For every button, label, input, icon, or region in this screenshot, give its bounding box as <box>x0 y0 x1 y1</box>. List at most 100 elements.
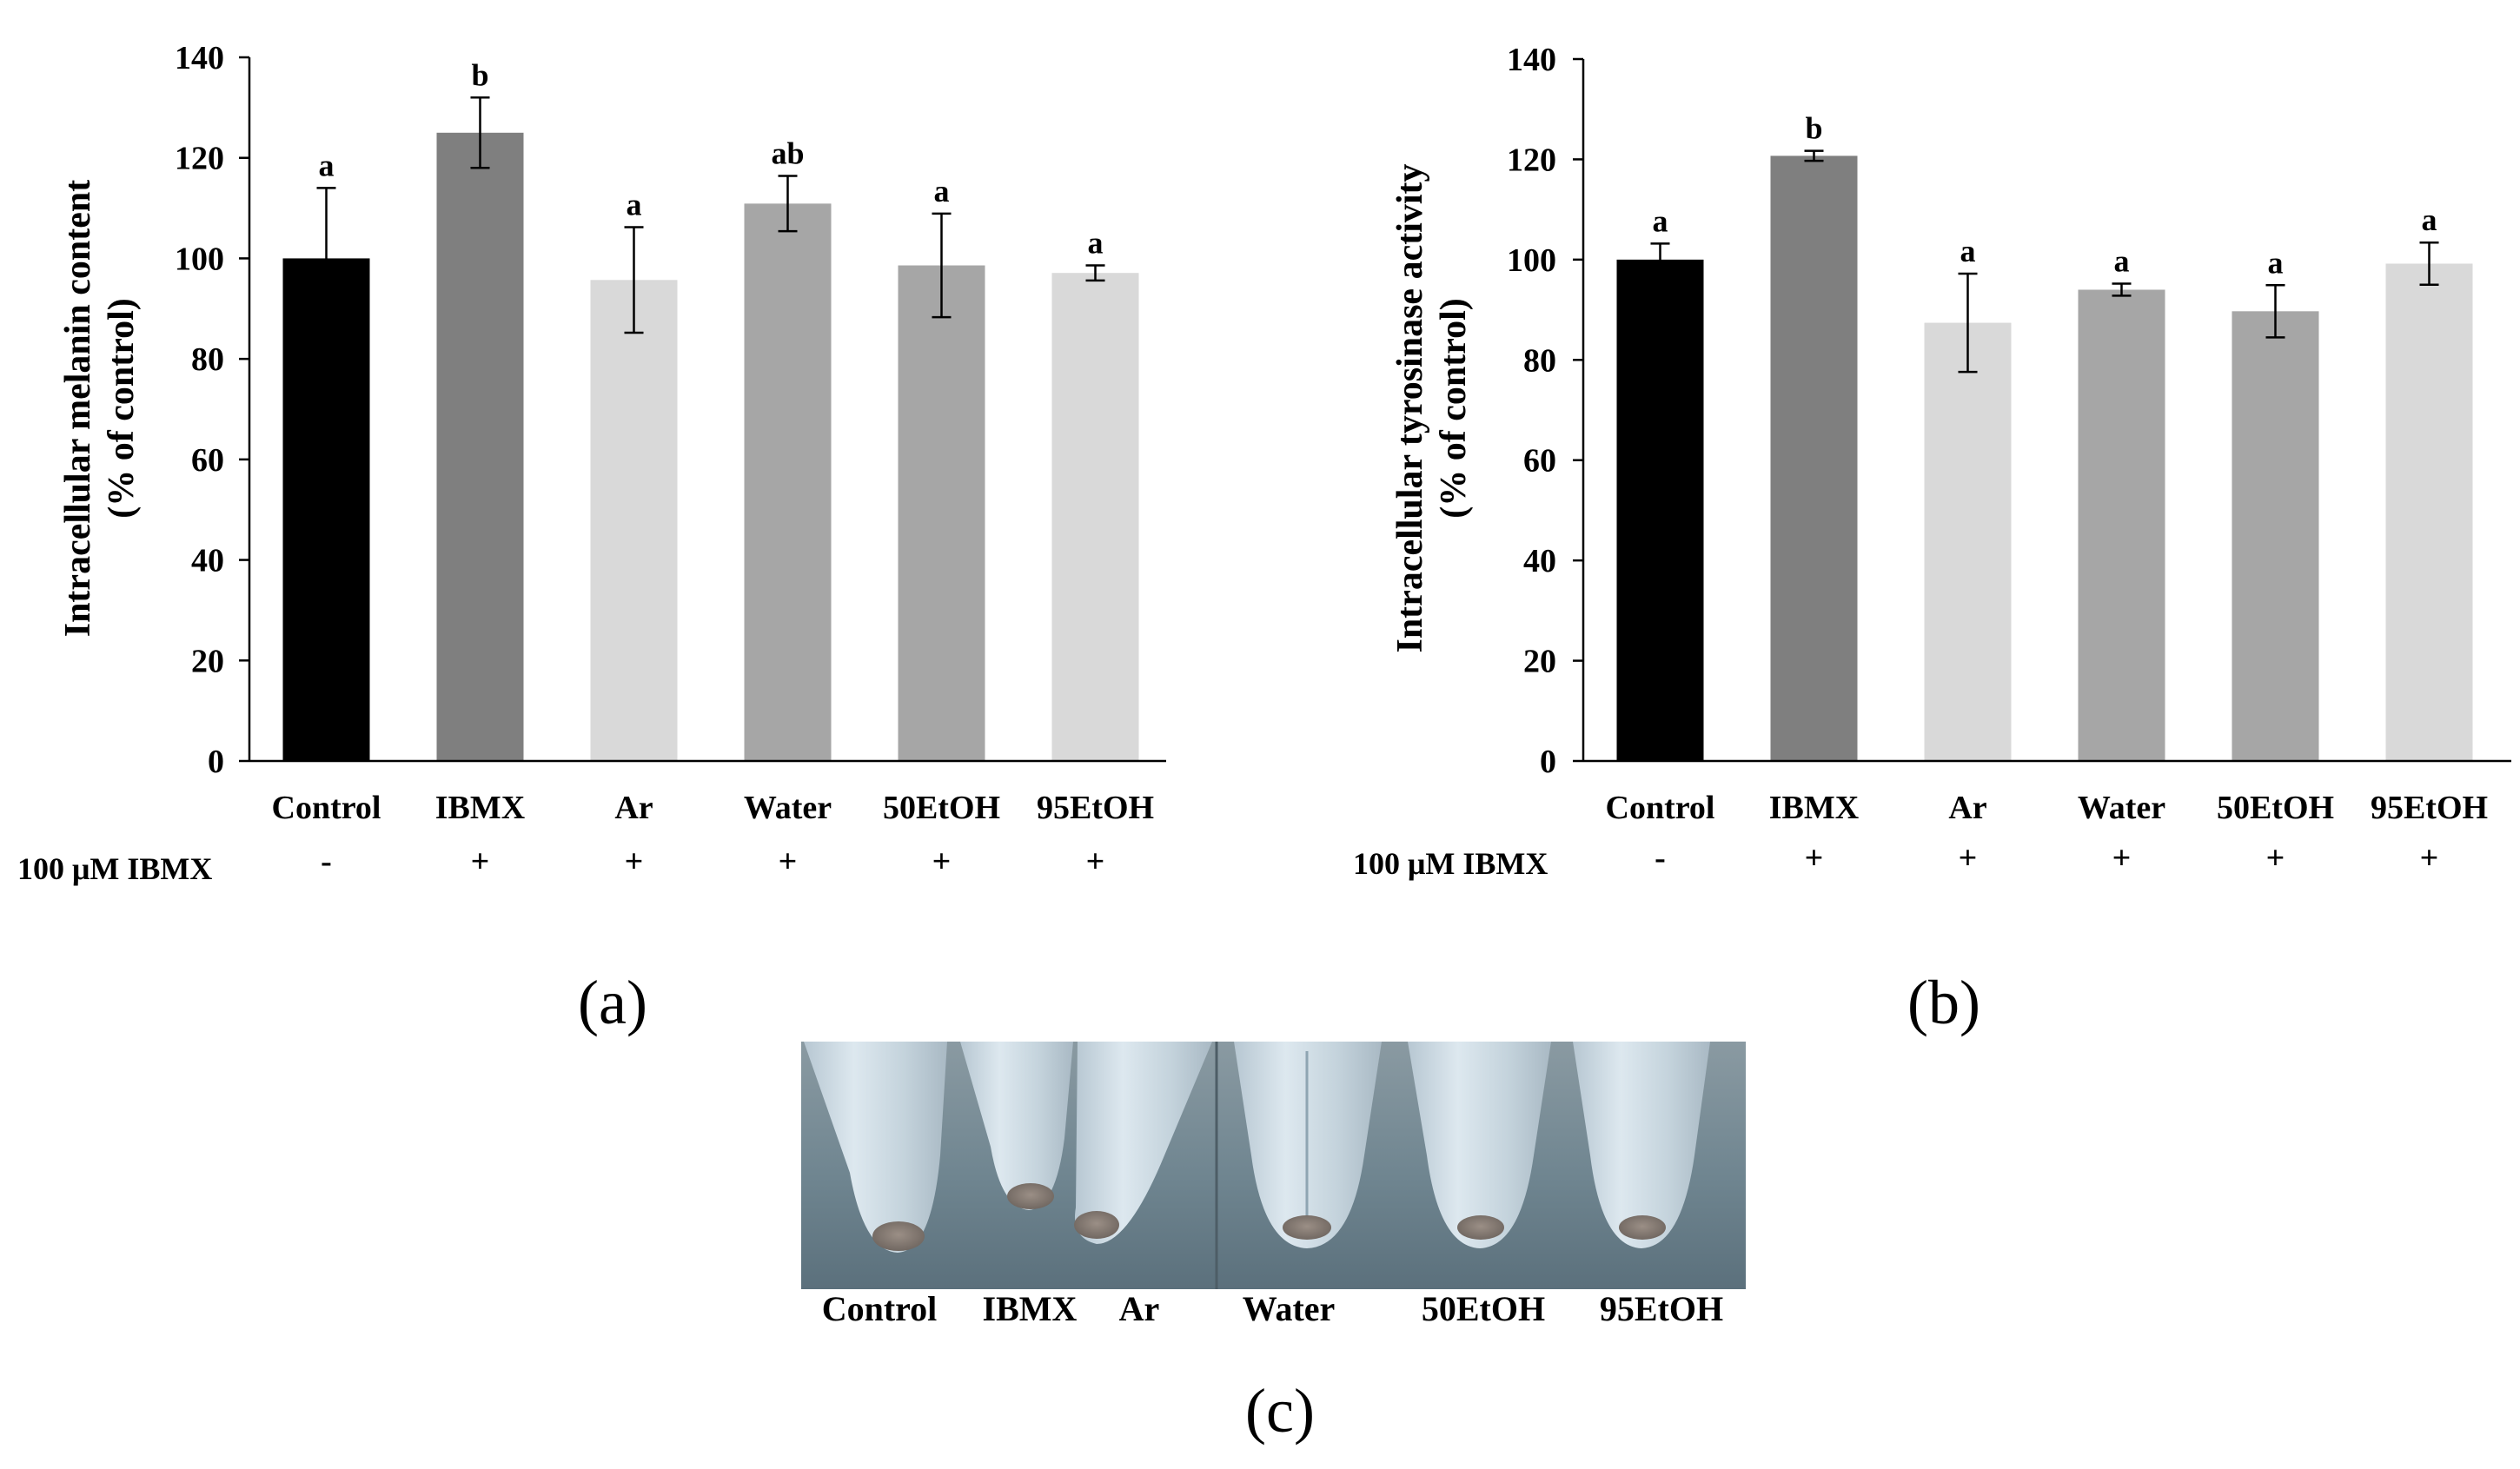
significance-label: a <box>2114 244 2130 279</box>
bar-95etoh <box>1051 273 1139 761</box>
significance-label: a <box>934 174 950 208</box>
y-tick-label: 60 <box>191 442 224 479</box>
y-tick-label: 140 <box>1507 42 1556 78</box>
error-bar-95etoh <box>2419 241 2439 286</box>
tube-label: Control <box>822 1289 938 1328</box>
tube-label: 95EtOH <box>1600 1289 1723 1328</box>
treatment-sign: + <box>625 844 644 880</box>
y-tick-label: 60 <box>1523 443 1556 480</box>
significance-label: a <box>1088 226 1104 261</box>
y-tick-label: 20 <box>191 643 224 679</box>
treatment-row-label: 100 μM IBMX <box>17 851 212 886</box>
bar-95etoh <box>2385 263 2473 762</box>
x-category-label: 95EtOH <box>1037 790 1154 826</box>
bar-50etoh <box>898 265 985 761</box>
x-category-label: 50EtOH <box>2217 790 2334 826</box>
significance-label: b <box>1805 111 1822 146</box>
error-bar-water <box>2112 282 2132 297</box>
y-axis-label-line1: Intracellular melanin content <box>58 180 98 638</box>
y-tick-label: 20 <box>1523 644 1556 680</box>
error-bar-water <box>778 175 798 233</box>
x-category-label: IBMX <box>435 790 525 826</box>
significance-label: a <box>2422 202 2437 237</box>
treatment-sign: + <box>471 844 490 880</box>
tube-ibmx <box>960 1042 1073 1210</box>
y-axis-label-line2: (% of control) <box>1434 298 1474 519</box>
error-bar-ar <box>1958 272 1978 374</box>
tube-ar <box>1074 1042 1212 1244</box>
tube-95etoh <box>1573 1042 1710 1248</box>
y-tick-label: 100 <box>175 241 224 277</box>
y-tick-label: 80 <box>191 341 224 378</box>
bar-ar <box>590 280 678 761</box>
y-tick-label: 0 <box>208 744 224 780</box>
x-category-label: 50EtOH <box>883 790 1000 826</box>
y-tick-label: 120 <box>1507 142 1556 178</box>
x-category-label: Water <box>2078 790 2165 826</box>
tube-label: IBMX <box>983 1289 1078 1328</box>
treatment-sign: - <box>321 844 332 880</box>
treatment-sign: - <box>1655 840 1666 877</box>
x-category-label: Ar <box>1948 790 1986 826</box>
pellet <box>1074 1211 1119 1239</box>
significance-label: a <box>2268 245 2284 280</box>
chart-melanin-content: Intracellular melanin content (% of cont… <box>17 40 1166 1037</box>
pellet <box>1283 1215 1331 1240</box>
y-axis-label-line1: Intracellular tyrosinase activity <box>1390 163 1430 652</box>
significance-label: b <box>471 57 488 92</box>
treatment-sign: + <box>1959 840 1978 877</box>
treatment-sign: + <box>779 844 798 880</box>
error-bar-50etoh <box>2265 284 2285 339</box>
treatment-sign: + <box>932 844 952 880</box>
treatment-sign: + <box>2420 840 2439 877</box>
pellet <box>1619 1215 1666 1240</box>
x-category-label: 95EtOH <box>2371 790 2488 826</box>
y-tick-label: 0 <box>1540 744 1556 780</box>
panel-label-a: (a) <box>578 968 647 1037</box>
bar-control <box>282 258 370 761</box>
x-category-label: Control <box>1606 790 1715 826</box>
tube-control <box>804 1042 947 1253</box>
error-bar-ar <box>624 226 644 334</box>
x-category-label: Ar <box>614 790 653 826</box>
significance-label: a <box>627 188 642 222</box>
panel-label-c: (c) <box>1245 1376 1315 1446</box>
error-bar-95etoh <box>1085 264 1105 282</box>
x-category-label: Control <box>272 790 381 826</box>
treatment-row-label: 100 μM IBMX <box>1353 846 1548 881</box>
bar-50etoh <box>2232 311 2319 761</box>
tube-label: 50EtOH <box>1422 1289 1545 1328</box>
bar-control <box>1616 259 1704 761</box>
significance-label: a <box>1960 234 1976 268</box>
treatment-sign: + <box>1805 840 1824 877</box>
pellet <box>1007 1183 1054 1209</box>
treatment-sign: + <box>2112 840 2132 877</box>
y-tick-label: 80 <box>1523 342 1556 379</box>
chart-tyrosinase-activity: Intracellular tyrosinase activity (% of … <box>1353 42 2511 1037</box>
tube-label: Ar <box>1119 1289 1160 1328</box>
y-axis-label-line2: (% of control) <box>102 298 142 519</box>
error-bar-ibmx <box>1804 149 1824 162</box>
tube-photo-panel: Control IBMX Ar Water 50EtOH 95EtOH (c) <box>801 1042 1746 1446</box>
bar-water <box>2078 289 2165 761</box>
bar-water <box>744 203 832 762</box>
significance-label: a <box>319 148 335 182</box>
y-tick-label: 140 <box>175 40 224 76</box>
tube-50etoh <box>1408 1042 1551 1248</box>
y-tick-label: 40 <box>191 543 224 579</box>
pellet <box>872 1221 925 1251</box>
tube-label: Water <box>1243 1289 1336 1328</box>
error-bar-ibmx <box>470 96 490 169</box>
x-category-label: Water <box>744 790 832 826</box>
x-category-label: IBMX <box>1769 790 1859 826</box>
significance-label: a <box>1653 203 1668 238</box>
bar-ar <box>1924 322 2012 761</box>
y-tick-label: 100 <box>1507 242 1556 279</box>
y-tick-label: 40 <box>1523 543 1556 579</box>
bar-ibmx <box>436 132 524 762</box>
treatment-sign: + <box>2266 840 2285 877</box>
bar-ibmx <box>1770 156 1858 762</box>
error-bar-control <box>1650 242 1670 277</box>
error-bar-control <box>316 187 336 330</box>
